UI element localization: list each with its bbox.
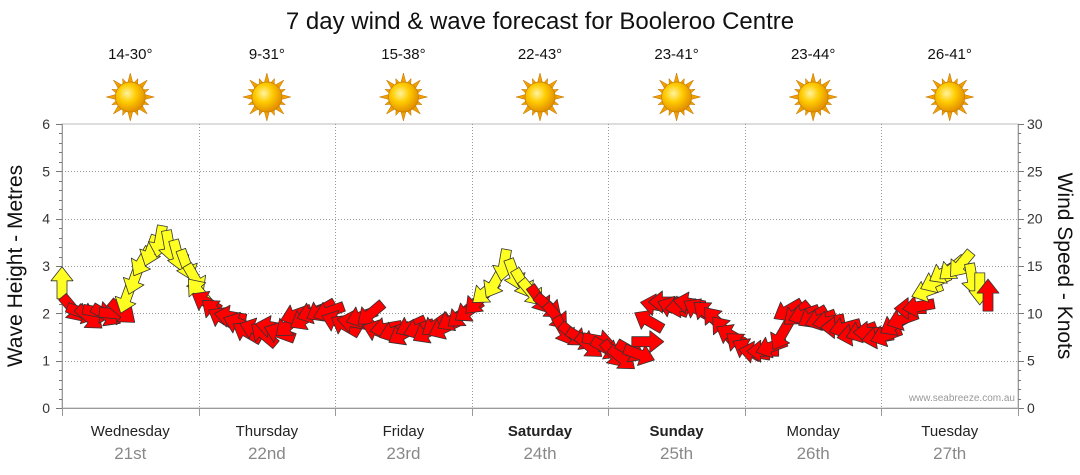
temperature-range: 22-43°: [518, 46, 562, 63]
sun-ray: [947, 72, 953, 83]
day-name-label: Tuesday: [921, 423, 978, 440]
temperature-range: 9-31°: [249, 46, 285, 63]
right-tick-label: 0: [1027, 400, 1035, 416]
right-tick-label: 25: [1027, 163, 1043, 179]
right-tick-label: 15: [1027, 258, 1043, 274]
sun-icon: [241, 72, 292, 122]
sun-ray: [924, 94, 936, 100]
sun-ray: [127, 111, 133, 122]
sun-ray: [400, 72, 407, 83]
wind-arrow: [976, 278, 1000, 312]
sun-ray: [417, 94, 429, 100]
temperature-range: 15-38°: [381, 46, 425, 63]
sun-ray: [515, 94, 526, 100]
sun-ray: [537, 111, 543, 122]
day-date-label: 25th: [660, 444, 693, 463]
sun-icon: [105, 72, 156, 122]
sun-disc: [524, 81, 556, 113]
sun-ray: [691, 94, 702, 100]
left-tick-label: 6: [42, 116, 50, 132]
wind-arrows: [50, 224, 1000, 370]
sun-ray: [127, 72, 133, 83]
sun-disc: [934, 81, 966, 113]
credit-text: www.seabreeze.com.au: [908, 393, 1015, 404]
day-name-label: Wednesday: [91, 423, 170, 440]
sun-disc: [251, 81, 283, 113]
day-name-label: Thursday: [236, 423, 299, 440]
right-tick-label: 10: [1027, 305, 1043, 321]
left-tick-label: 5: [42, 163, 50, 179]
day-date-label: 21st: [114, 444, 146, 463]
sun-ray: [281, 94, 292, 100]
day-date-label: 26th: [797, 444, 830, 463]
day-name-label: Friday: [383, 423, 425, 440]
sun-icon: [924, 72, 975, 122]
sun-ray: [264, 72, 270, 83]
right-tick-label: 5: [1027, 353, 1035, 369]
day-date-label: 27th: [933, 444, 966, 463]
left-tick-label: 3: [42, 258, 50, 274]
sun-ray: [810, 72, 816, 83]
temperature-range: 23-44°: [791, 46, 835, 63]
day-name-label: Sunday: [649, 423, 704, 440]
sun-ray: [673, 111, 680, 122]
right-tick-label: 30: [1027, 116, 1043, 132]
sun-disc: [388, 81, 419, 113]
sun-ray: [788, 94, 799, 100]
day-date-label: 24th: [523, 444, 556, 463]
right-tick-label: 20: [1027, 211, 1043, 227]
sun-ray: [144, 94, 156, 100]
sun-icon: [515, 72, 565, 122]
x-axis-labels: Wednesday 21st Thursday 22nd Friday 23rd Satur…: [91, 423, 979, 463]
right-axis-title: Wind Speed - Knots: [1053, 173, 1076, 360]
day-date-label: 23rd: [386, 444, 420, 463]
left-tick-label: 2: [42, 305, 50, 321]
axes: 0 1 2 3 4 5 6 0 5 10 15 20 25 30: [42, 116, 1043, 416]
sun-disc: [114, 81, 146, 113]
sun-ray: [827, 94, 839, 100]
sun-ray: [241, 94, 253, 100]
temperature-range: 23-41°: [654, 46, 698, 63]
sun-ray: [400, 111, 407, 122]
grid: [61, 123, 1019, 409]
sun-ray: [105, 94, 116, 100]
day-name-label: Saturday: [508, 423, 573, 440]
day-date-label: 22nd: [248, 444, 286, 463]
daily-forecast-row: 14-30° 9-31° 15-38° 22-43° 23-41° 23-44° 26-41…: [105, 46, 975, 122]
sun-ray: [673, 72, 680, 83]
wind-arrow: [631, 330, 665, 354]
day-name-label: Monday: [786, 423, 840, 440]
left-tick-label: 1: [42, 353, 50, 369]
sun-icon: [651, 72, 702, 122]
sun-disc: [797, 81, 829, 113]
sun-ray: [554, 94, 565, 100]
left-axis-title: Wave Height - Metres: [4, 165, 27, 367]
sun-ray: [651, 94, 663, 100]
sun-icon: [378, 72, 429, 122]
temperature-range: 26-41°: [928, 46, 972, 63]
sun-ray: [964, 94, 975, 100]
wind-arrow: [50, 266, 74, 300]
sun-disc: [661, 81, 692, 113]
chart-title: 7 day wind & wave forecast for Booleroo …: [286, 8, 794, 35]
left-tick-label: 0: [42, 400, 50, 416]
left-tick-label: 4: [42, 211, 50, 227]
sun-icon: [788, 72, 839, 122]
sun-ray: [537, 72, 543, 83]
temperature-range: 14-30°: [108, 46, 152, 63]
sun-ray: [378, 94, 389, 100]
sun-ray: [264, 111, 270, 122]
sun-ray: [810, 111, 816, 122]
sun-ray: [947, 111, 953, 122]
